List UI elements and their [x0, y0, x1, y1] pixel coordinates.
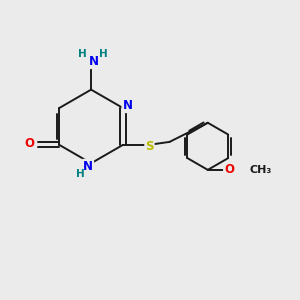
Text: S: S: [145, 140, 154, 153]
Text: CH₃: CH₃: [250, 165, 272, 175]
Text: O: O: [25, 137, 35, 151]
Text: N: N: [88, 55, 98, 68]
Text: N: N: [83, 160, 93, 173]
Text: H: H: [79, 49, 87, 59]
Text: N: N: [122, 99, 132, 112]
Text: H: H: [76, 169, 85, 179]
Text: O: O: [224, 164, 234, 176]
Text: H: H: [99, 49, 108, 59]
